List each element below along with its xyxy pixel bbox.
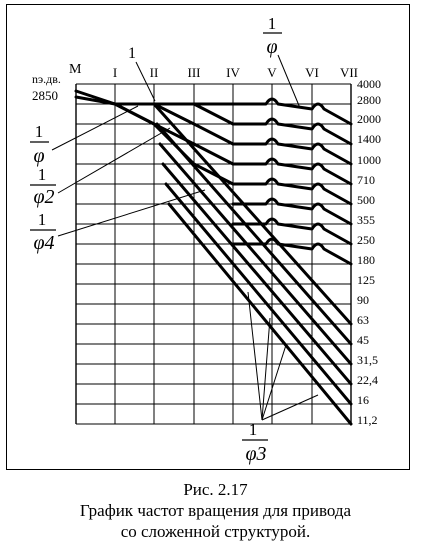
speed-tick-label: 500 xyxy=(357,193,375,207)
shaft-labels: I II III IV V VI VII xyxy=(113,65,358,80)
ratio-numerator: 1 xyxy=(249,420,258,439)
output-branch-path xyxy=(231,237,353,266)
ratio-label-phi3: 1 φ3 xyxy=(242,420,268,465)
ratio-numerator: 1 xyxy=(38,210,47,229)
figure-number: Рис. 2.17 xyxy=(183,480,248,499)
speed-tick-label: 16 xyxy=(357,393,369,407)
n-motor-label: nэ.дв. xyxy=(32,72,61,86)
grid xyxy=(75,83,352,425)
shaft-III-IV-path xyxy=(192,102,235,126)
ratio-label-phi2: 1 φ2 xyxy=(30,165,56,208)
shaft-III-IV-path xyxy=(192,162,235,186)
speed-tick-label: 1000 xyxy=(357,153,381,167)
ratio-denominator: φ xyxy=(33,145,44,167)
speed-tick-label: 710 xyxy=(357,173,375,187)
shaft-label: IV xyxy=(226,65,240,80)
speed-tick-label: 180 xyxy=(357,253,375,267)
leader-line xyxy=(247,291,263,421)
leader-line xyxy=(57,127,171,194)
shaft-label: VI xyxy=(305,65,319,80)
speed-tick-label: 22,4 xyxy=(357,373,378,387)
leader-line xyxy=(277,54,301,109)
shaft-III-IV-path xyxy=(152,102,235,146)
speed-tick-label: 2000 xyxy=(357,112,381,126)
output-branch-path xyxy=(231,97,353,126)
ratio-numerator: 1 xyxy=(268,14,277,33)
output-branch-path xyxy=(231,197,353,226)
output-branch-path xyxy=(231,217,353,246)
leader-line xyxy=(261,317,271,421)
ratio-denominator: φ4 xyxy=(33,232,54,254)
output-branch-path xyxy=(231,177,353,206)
figure-caption-line-2: со сложенной структурой. xyxy=(120,522,311,541)
speed-tick-label: 31,5 xyxy=(357,353,378,367)
motor-speed-label: 2850 xyxy=(32,88,58,103)
ratio-numerator: 1 xyxy=(35,122,44,141)
shaft-III-IV-path xyxy=(192,142,235,166)
leader-line xyxy=(135,61,156,102)
shaft-label: VII xyxy=(340,65,358,80)
figure-frame xyxy=(6,4,410,470)
steep-reduction-path xyxy=(155,122,353,346)
ratio-label-phi4: 1 φ4 xyxy=(30,210,56,254)
ratio-label-phi-top: 1 φ xyxy=(263,14,282,58)
ratio-denominator: φ xyxy=(266,36,277,58)
figure-caption-line-1: График частот вращения для привода xyxy=(79,501,352,520)
speed-tick-label: 355 xyxy=(357,213,375,227)
output-branch-path xyxy=(231,117,353,146)
motor-input-path xyxy=(74,89,117,106)
speed-tick-label: 45 xyxy=(357,333,369,347)
speed-tick-label: 90 xyxy=(357,293,369,307)
leader-line xyxy=(261,394,319,421)
ratio-label-phi: 1 φ xyxy=(30,122,49,167)
ratio-numerator: 1 xyxy=(38,165,47,184)
output-branch-path xyxy=(231,137,353,166)
shaft-label: I xyxy=(113,65,117,80)
speed-tick-label: 250 xyxy=(357,233,375,247)
speed-tick-label: 125 xyxy=(357,273,375,287)
shaft-label: V xyxy=(267,65,277,80)
leader-line xyxy=(261,344,287,421)
steep-reduction-path xyxy=(161,162,353,386)
output-branch-path xyxy=(231,157,353,186)
speed-paths xyxy=(74,89,353,426)
speed-scale: 4000 2800 2000 1400 1000 710 500 355 250… xyxy=(357,77,381,427)
ratio-denominator: φ2 xyxy=(33,186,54,208)
speed-tick-label: 4000 xyxy=(357,77,381,91)
steep-reduction-path xyxy=(158,142,353,366)
speed-tick-label: 63 xyxy=(357,313,369,327)
callout-1-label: 1 xyxy=(128,45,136,62)
steep-reduction-path xyxy=(167,202,353,426)
shaft-label: II xyxy=(150,65,159,80)
leader-line xyxy=(57,189,206,237)
ratio-denominator: φ3 xyxy=(245,443,266,465)
steep-reduction-path xyxy=(164,182,353,406)
speed-diagram: М nэ.дв. 2850 I II III IV V VI VII 4000 … xyxy=(30,14,381,465)
leader-lines xyxy=(51,54,319,421)
motor-label: М xyxy=(69,62,82,77)
steep-reduction-path xyxy=(152,102,353,326)
shaft-label: III xyxy=(188,65,201,80)
leader-line xyxy=(51,105,139,151)
speed-tick-label: 1400 xyxy=(357,132,381,146)
speed-tick-label: 11,2 xyxy=(357,413,378,427)
speed-tick-label: 2800 xyxy=(357,93,381,107)
